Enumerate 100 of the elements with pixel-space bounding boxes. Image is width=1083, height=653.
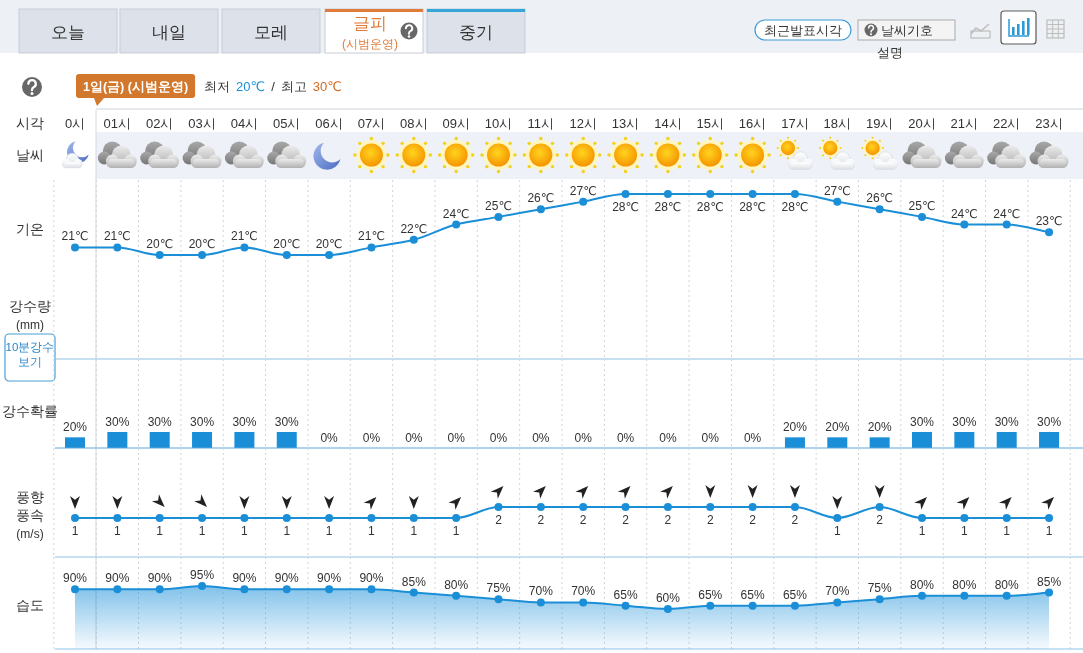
point — [409, 588, 418, 597]
x-tick-label: 21시 — [950, 116, 979, 131]
data-label: 24℃ — [950, 206, 978, 221]
point — [494, 212, 503, 221]
data-label: 60% — [655, 591, 681, 605]
data-label: 0% — [659, 431, 677, 445]
data-label: 1 — [452, 524, 460, 538]
data-label: 27℃ — [569, 183, 597, 198]
text: 날씨기호 설명 — [877, 23, 933, 60]
data-label: 30% — [105, 415, 130, 429]
point — [918, 212, 926, 221]
point — [663, 605, 672, 613]
point — [71, 243, 79, 252]
point — [748, 601, 757, 610]
data-label: 1 — [368, 524, 376, 538]
y-axis-title: 풍향 풍속 (m/s) — [16, 489, 44, 541]
data-label: 20% — [782, 420, 808, 435]
text: 최저 20℃ / 최고 30℃ — [204, 79, 342, 94]
data-label: 30% — [952, 415, 977, 429]
data-label: 90% — [232, 571, 257, 586]
data-label: 90% — [147, 571, 173, 586]
data-label: 1 — [241, 524, 249, 538]
x-tick-label: 08시 — [400, 116, 428, 131]
data-label: 70% — [825, 584, 850, 599]
text: 내일 — [152, 23, 186, 42]
data-label: 20℃ — [273, 237, 301, 251]
data-label: 1 — [156, 524, 164, 538]
data-label: 21℃ — [103, 229, 131, 244]
point — [536, 205, 545, 214]
data-label: 85% — [1037, 574, 1062, 589]
data-label: 2 — [706, 513, 714, 527]
data-label: 0% — [489, 431, 508, 445]
data-label: 0% — [532, 431, 550, 445]
x-tick-label: 04시 — [230, 116, 259, 131]
x-tick-label: 23시 — [1035, 116, 1063, 131]
data-label: 0% — [701, 431, 720, 445]
point — [325, 585, 334, 594]
data-label: 2 — [622, 513, 630, 527]
data-label: 25℃ — [485, 198, 512, 213]
x-tick-label: 13시 — [611, 116, 640, 131]
point — [1002, 220, 1011, 229]
point — [113, 585, 122, 594]
data-label: 2 — [749, 513, 757, 527]
data-label: 75% — [486, 581, 511, 596]
x-tick-label: 16시 — [738, 116, 767, 131]
point — [452, 591, 461, 600]
point — [960, 591, 969, 600]
point — [706, 601, 715, 610]
point — [409, 235, 418, 244]
point — [367, 243, 376, 252]
text: 오늘 — [51, 23, 85, 42]
x-tick-label: 01시 — [103, 116, 132, 131]
x-tick-label: 14시 — [654, 116, 682, 131]
data-label: 28℃ — [612, 200, 639, 214]
data-label: 70% — [528, 584, 554, 599]
point — [282, 251, 291, 259]
point — [621, 190, 630, 198]
point — [240, 243, 249, 252]
data-label: 1 — [71, 524, 79, 538]
data-label: 0% — [574, 431, 593, 445]
text: 중기 — [459, 23, 493, 42]
data-label: 2 — [579, 513, 587, 527]
x-tick-label: 10시 — [484, 116, 513, 131]
data-label: 1 — [114, 524, 122, 538]
data-label: 1 — [961, 524, 969, 538]
data-label: 1 — [410, 524, 418, 538]
point — [875, 595, 884, 604]
point — [494, 595, 503, 604]
data-label: 28℃ — [781, 200, 809, 214]
data-label: 22℃ — [400, 221, 428, 236]
point — [1045, 228, 1054, 237]
point — [198, 582, 207, 590]
data-label: 25℃ — [908, 198, 936, 213]
data-label: 30% — [909, 415, 935, 429]
data-label: 65% — [740, 587, 765, 602]
data-label: 90% — [317, 571, 342, 586]
data-label: 21℃ — [230, 229, 258, 244]
x-tick-label: 15시 — [696, 116, 724, 131]
text: 1일(금) (시범운영) — [83, 80, 189, 94]
data-label: 0% — [616, 431, 635, 445]
data-label: 30% — [1037, 415, 1062, 429]
data-label: 28℃ — [739, 200, 767, 214]
data-label: 24℃ — [442, 206, 470, 221]
point — [579, 598, 588, 607]
data-label: 65% — [613, 587, 638, 602]
data-label: 95% — [190, 568, 215, 582]
data-label: 85% — [401, 574, 427, 589]
data-label: 0% — [447, 431, 466, 445]
data-label: 1 — [1045, 524, 1053, 538]
data-label: 26℃ — [866, 191, 894, 206]
point — [790, 190, 799, 198]
point — [71, 585, 79, 594]
data-label: 1 — [325, 524, 333, 538]
text: 글피 — [353, 14, 387, 33]
data-label: 1 — [918, 524, 926, 538]
data-label: 30% — [190, 415, 215, 429]
data-label: 0% — [362, 431, 381, 445]
data-label: 21℃ — [358, 229, 385, 244]
text: 날씨 — [16, 147, 44, 163]
data-label: 1 — [283, 524, 291, 538]
